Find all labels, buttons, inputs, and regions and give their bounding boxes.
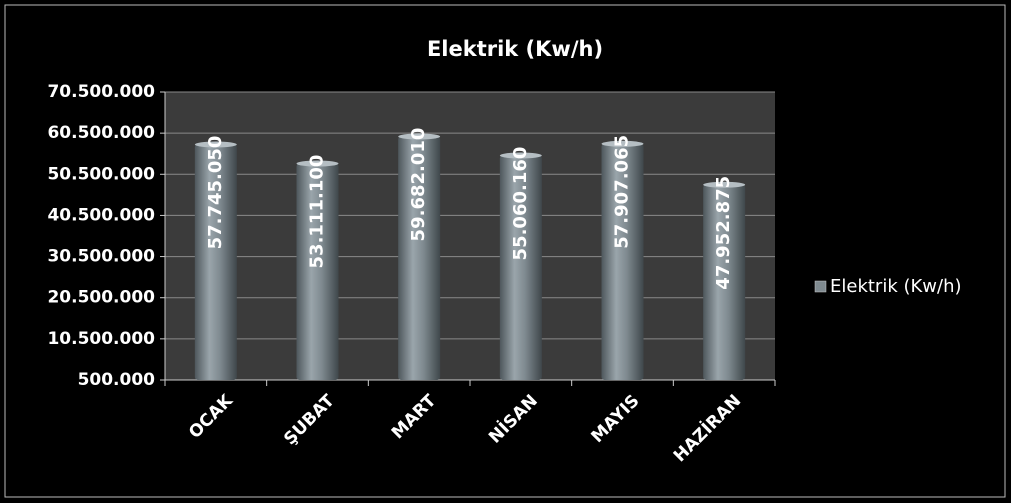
- data-label: 47.952.875: [713, 176, 734, 290]
- y-tick-label: 20.500.000: [47, 288, 155, 308]
- legend-label: Elektrik (Kw/h): [830, 276, 962, 297]
- bar-cap: [601, 140, 644, 147]
- bar: [296, 163, 339, 380]
- bar: [601, 143, 644, 380]
- bar-cap: [499, 152, 542, 159]
- data-label: 57.745.050: [205, 136, 226, 250]
- data-label: 53.111.100: [307, 155, 328, 269]
- y-tick-label: 70.500.000: [47, 82, 155, 102]
- bar-cap: [703, 181, 746, 188]
- bar: [703, 184, 746, 380]
- data-label: 55.060.160: [510, 147, 531, 261]
- data-label: 57.907.065: [612, 135, 633, 249]
- y-tick-label: 500.000: [78, 370, 156, 390]
- bar-cap: [398, 133, 441, 140]
- data-label: 59.682.010: [408, 128, 429, 242]
- bar: [499, 155, 542, 380]
- legend-swatch: [814, 280, 827, 293]
- y-tick-label: 60.500.000: [47, 123, 155, 143]
- bar: [398, 136, 441, 380]
- chart-title: Elektrik (Kw/h): [427, 37, 603, 61]
- y-tick-label: 50.500.000: [47, 164, 155, 184]
- plot-area: [165, 92, 775, 380]
- y-tick-label: 40.500.000: [47, 205, 155, 225]
- bar-cap: [296, 160, 339, 167]
- bar: [194, 144, 237, 380]
- y-tick-label: 30.500.000: [47, 247, 155, 267]
- bar-cap: [194, 141, 237, 148]
- y-tick-label: 10.500.000: [47, 329, 155, 349]
